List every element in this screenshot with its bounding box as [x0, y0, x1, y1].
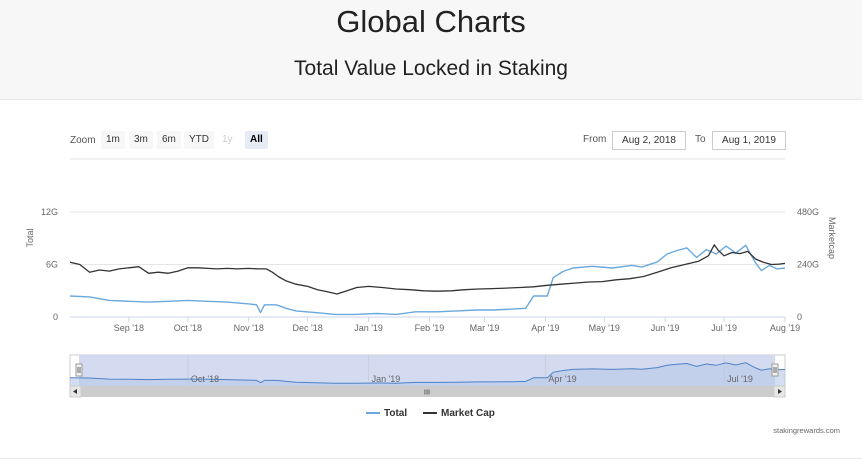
x-tick-label: Jun '19: [651, 323, 680, 333]
chart-grid: [70, 211, 785, 265]
credit-link[interactable]: stakingrewards.com: [773, 426, 840, 435]
chart-title: Total Value Locked in Staking: [294, 57, 568, 80]
x-tick-label: Mar '19: [470, 323, 500, 333]
range-from-label: From: [583, 134, 607, 145]
scrollbar[interactable]: III: [69, 385, 786, 398]
range-from-input[interactable]: Aug 2, 2018: [612, 131, 686, 150]
chart-canvas: 0 6G 12G 0 240G 480G Total Marketcap Sep '18…: [25, 158, 837, 398]
y-right-tick-label: 480G: [797, 207, 819, 217]
y-right-tick-label: 240G: [797, 260, 819, 270]
legend-item-market-cap[interactable]: Market Cap: [423, 408, 495, 419]
page-title: Global Charts: [336, 4, 526, 39]
x-tick-label: Nov '18: [234, 323, 264, 333]
y-axis-left: 0 6G 12G: [41, 207, 58, 322]
x-axis: Sep '18 Oct '18 Nov '18 Dec '18 Jan '19 Feb '…: [114, 317, 800, 333]
x-tick-label: Oct '18: [174, 323, 202, 333]
navigator-line: [69, 362, 786, 384]
navigator-label: Jul '19: [727, 374, 753, 384]
zoom-label: Zoom: [70, 135, 96, 146]
series-line-market-cap: [69, 244, 786, 295]
series-line-total: [69, 244, 786, 316]
arrow-right-icon: [778, 389, 782, 394]
page-header: Global Charts Total Value Locked in Stak…: [0, 0, 862, 100]
navigator-labels: Oct '18 Jan '19 Apr '19 Jul '19: [191, 374, 753, 384]
navigator-label: Jan '19: [372, 374, 401, 384]
zoom-ytd-button[interactable]: YTD: [184, 131, 214, 149]
y-axis-left-title: Total: [25, 228, 35, 247]
navigator-left-handle[interactable]: [75, 363, 83, 377]
x-tick-label: Aug '19: [770, 323, 800, 333]
x-tick-label: Jul '19: [711, 323, 737, 333]
bottom-divider: [0, 458, 862, 459]
zoom-1m-button[interactable]: 1m: [101, 131, 125, 149]
navigator-series: [69, 362, 786, 386]
scrollbar-grip-icon: III: [424, 389, 430, 397]
y-left-tick-label: 6G: [46, 260, 58, 270]
x-tick-label: Apr '19: [531, 323, 559, 333]
plot-series: [69, 244, 786, 316]
y-left-tick-label: 12G: [41, 207, 58, 217]
scrollbar-thumb[interactable]: [81, 386, 774, 397]
x-tick-label: Dec '18: [293, 323, 323, 333]
zoom-all-button[interactable]: All: [245, 131, 268, 149]
zoom-3m-button[interactable]: 3m: [129, 131, 153, 149]
navigator-label: Oct '18: [191, 374, 219, 384]
y-axis-right: 0 240G 480G: [797, 207, 819, 322]
x-tick-label: Sep '18: [114, 323, 144, 333]
navigator-right-handle[interactable]: [771, 363, 779, 377]
x-tick-label: Feb '19: [415, 323, 445, 333]
legend-market-cap-swatch: [423, 412, 437, 415]
range-to-label: To: [695, 134, 706, 145]
navigator[interactable]: Oct '18 Jan '19 Apr '19 Jul '19: [69, 354, 786, 387]
legend-item-total[interactable]: Total: [366, 408, 407, 419]
y-right-tick-label: 0: [797, 312, 802, 322]
navigator-label: Apr '19: [548, 374, 576, 384]
x-tick-label: Jan '19: [354, 323, 383, 333]
range-to-input[interactable]: Aug 1, 2019: [712, 131, 786, 150]
zoom-6m-button[interactable]: 6m: [157, 131, 181, 149]
legend-total-label: Total: [384, 408, 408, 419]
y-left-tick-label: 0: [53, 312, 58, 322]
zoom-1y-button[interactable]: 1y: [222, 134, 233, 145]
x-tick-label: May '19: [589, 323, 620, 333]
y-axis-right-title: Marketcap: [827, 217, 837, 259]
legend-total-swatch: [366, 412, 380, 415]
legend-market-cap-label: Market Cap: [441, 408, 495, 419]
arrow-left-icon: [73, 389, 77, 394]
